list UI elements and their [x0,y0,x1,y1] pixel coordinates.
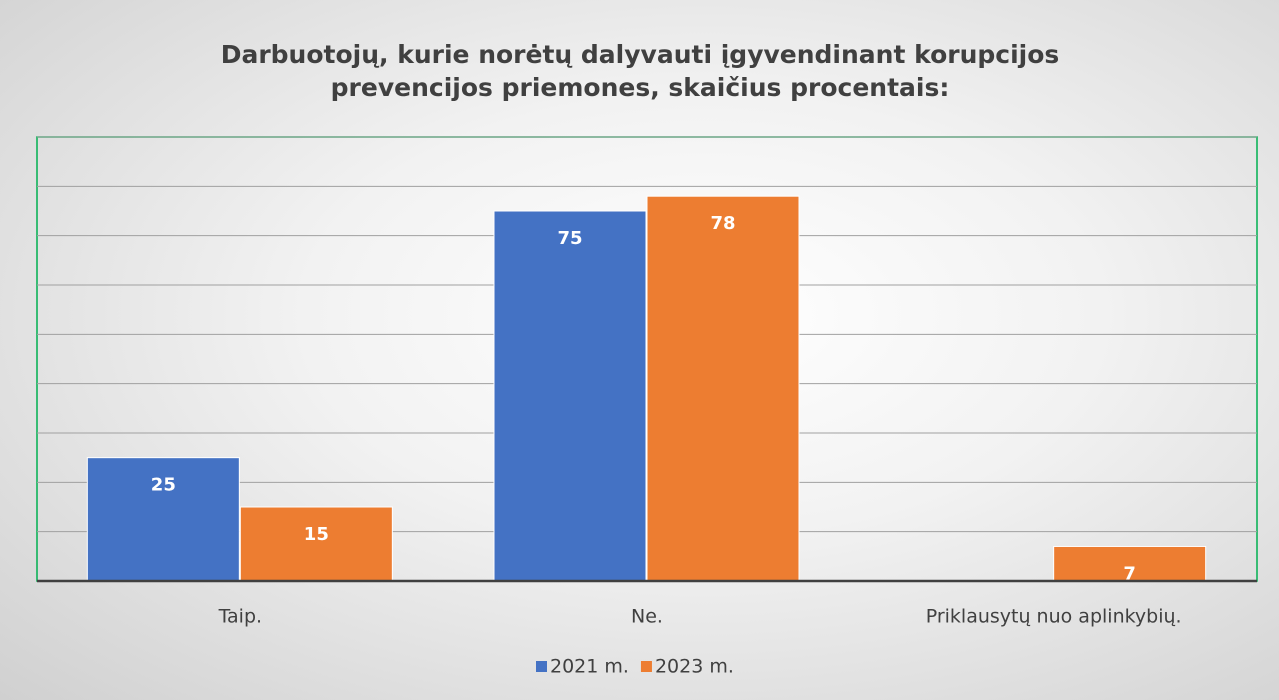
bar [493,210,647,582]
data-label: 15 [304,524,329,545]
bar [646,195,800,582]
x-tick-label: Ne. [631,606,663,628]
bar [239,506,393,582]
x-tick-label: Priklausytų nuo aplinkybių. [926,606,1182,628]
legend-label: 2021 m. [550,656,629,678]
bar [86,457,240,582]
chart-title: Darbuotojų, kurie norėtų dalyvauti įgyve… [220,40,1060,102]
x-tick-label: Taip. [218,606,262,628]
data-label: 7 [1123,563,1136,584]
data-label: 75 [557,228,582,249]
legend-swatch [640,661,652,672]
data-label: 25 [151,475,176,496]
legend-label: 2023 m. [655,656,734,678]
legend-swatch [536,661,547,672]
data-label: 78 [710,213,735,234]
